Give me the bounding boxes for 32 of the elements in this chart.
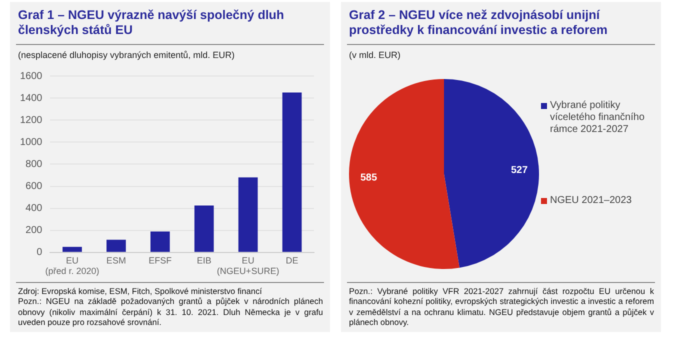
x-tick-label: EU (před r. 2020) bbox=[45, 255, 100, 276]
legend-label: Vybrané politiky víceletého finančního rámce 2021-2027 bbox=[550, 100, 646, 136]
y-tick-label: 1600 bbox=[20, 70, 43, 82]
bar bbox=[62, 246, 82, 252]
x-tick-label: EFSF bbox=[148, 255, 172, 266]
bar bbox=[282, 92, 302, 252]
chart-title: Graf 2 – NGEU více než zdvojnásobí unijní prostředky k financování investic a reforem bbox=[349, 8, 608, 38]
text: Zdroj: Evropská komise, ESM, Fitch, Spolkové ministerstvo financí bbox=[18, 286, 263, 296]
x-tick-label: ESM bbox=[106, 255, 126, 266]
chart-title: Graf 1 – NGEU výrazně navýší společný dluh členských států EU bbox=[18, 8, 286, 38]
bar bbox=[238, 177, 258, 252]
bar bbox=[194, 206, 214, 252]
y-tick-label: 1400 bbox=[20, 92, 43, 104]
data-label: 585 bbox=[360, 172, 378, 184]
y-tick-label: 0 bbox=[36, 247, 43, 258]
text: Pozn.: NGEU na základě požadovaných grantů a půjček v národních plánech obnovy (nikoliv maximální čerpání) k 31. 10. 2021. Dluh Německa je v grafu uveden pouze pro rozsahové srovnání. bbox=[18, 296, 323, 328]
x-tick-label: DE bbox=[286, 255, 298, 266]
chart-subtitle: (v mld. EUR) bbox=[349, 50, 400, 60]
chart-subtitle: (nesplacené dluhopisy vybraných emitentů, mld. EUR) bbox=[18, 50, 235, 60]
x-tick-label: EIB bbox=[196, 255, 212, 266]
text: Pozn.: Vybrané politiky VFR 2021-2027 zahrnují část rozpočtu EU určenou k financování kohezní politiky, evropských strategických investic a investic a reforem v zemědělství a na ochranu klimatu. NGEU představuje objem grantů a půjček v plánech obnovy. bbox=[349, 286, 654, 328]
x-tick-label: EU (NGEU+SURE) bbox=[216, 255, 280, 276]
y-tick-label: 600 bbox=[26, 181, 43, 192]
legend-label: NGEU 2021–2023 bbox=[550, 195, 633, 207]
y-tick-label: 1000 bbox=[20, 136, 43, 148]
data-label: 527 bbox=[510, 164, 528, 176]
y-tick-label: 400 bbox=[26, 203, 43, 214]
bar bbox=[150, 231, 170, 252]
y-tick-label: 800 bbox=[26, 158, 43, 170]
y-tick-label: 200 bbox=[26, 225, 43, 236]
bar bbox=[106, 240, 126, 252]
y-tick-label: 1200 bbox=[20, 114, 43, 126]
